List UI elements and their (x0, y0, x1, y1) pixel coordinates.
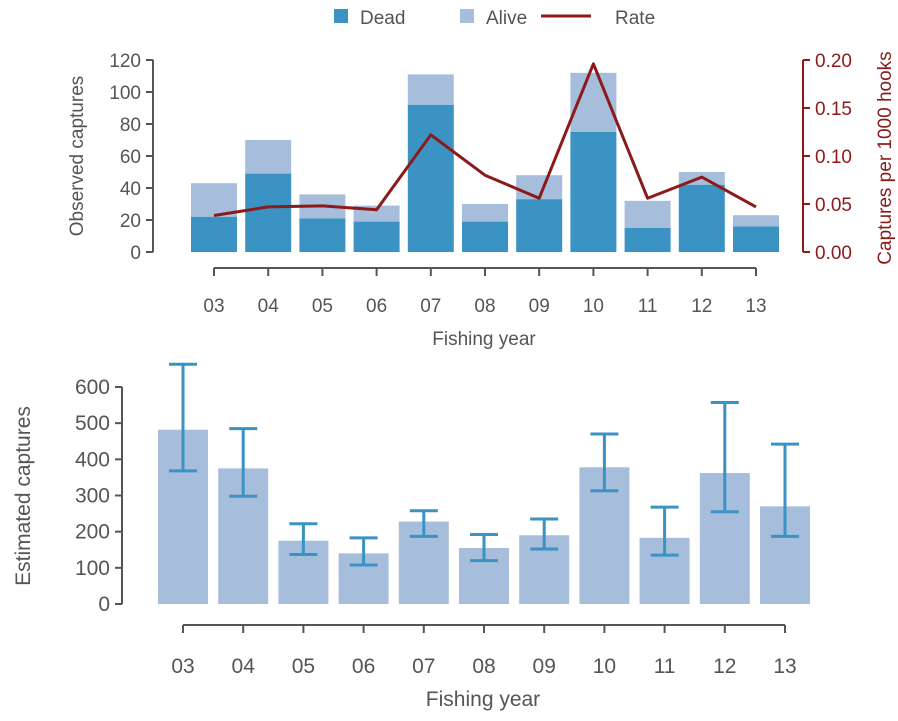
bottom-y-axis-title: Estimated captures (12, 406, 35, 586)
top-y-right-tick-label: 0.15 (815, 99, 852, 120)
top-bar-dead-03 (191, 217, 237, 252)
bottom-x-tick-label: 09 (533, 655, 556, 678)
bottom-chart-bars (158, 430, 810, 604)
top-bar-dead-09 (516, 199, 562, 252)
top-bar-dead-10 (570, 132, 616, 252)
bottom-y-tick-label: 0 (98, 593, 110, 616)
top-bar-dead-08 (462, 222, 508, 252)
top-rate-line (214, 64, 756, 216)
bottom-x-tick-label: 03 (171, 655, 194, 678)
top-x-tick-label: 07 (420, 296, 441, 317)
legend: Dead Alive Rate (334, 8, 655, 29)
top-bar-alive-13 (733, 215, 779, 226)
bottom-y-tick-label: 600 (75, 376, 110, 399)
top-bar-alive-08 (462, 204, 508, 222)
top-y-right-tick-label: 0.20 (815, 51, 852, 72)
top-bar-dead-06 (354, 222, 400, 252)
bottom-x-tick-label: 12 (713, 655, 736, 678)
top-x-tick-label: 08 (474, 296, 495, 317)
bottom-y-tick-label: 200 (75, 521, 110, 544)
top-y-right-tick-label: 0.10 (815, 147, 852, 168)
top-x-tick-label: 06 (366, 296, 387, 317)
top-bar-dead-05 (299, 218, 345, 252)
bottom-y-tick-label: 500 (75, 412, 110, 435)
top-x-tick-label: 04 (258, 296, 280, 317)
top-y-tick-label: 40 (120, 179, 141, 200)
bottom-x-tick-label: 13 (773, 655, 796, 678)
top-y-right-tick-label: 0.05 (815, 195, 852, 216)
bottom-x-tick-label: 04 (232, 655, 256, 678)
top-bar-alive-07 (408, 74, 454, 104)
bottom-x-tick-label: 06 (352, 655, 375, 678)
legend-alive-label: Alive (486, 8, 527, 29)
top-bar-alive-04 (245, 140, 291, 174)
top-bar-dead-07 (408, 105, 454, 252)
bottom-x-axis-title: Fishing year (426, 688, 540, 711)
top-x-tick-label: 09 (529, 296, 550, 317)
top-bar-dead-04 (245, 174, 291, 252)
bottom-x-tick-label: 07 (412, 655, 435, 678)
top-x-tick-label: 11 (638, 296, 658, 317)
top-y-right-axis-title: Captures per 1000 hooks (875, 51, 896, 264)
top-y-axis-title: Observed captures (67, 76, 88, 237)
top-x-tick-label: 13 (745, 296, 766, 317)
bottom-y-tick-label: 400 (75, 448, 110, 471)
top-bar-dead-11 (625, 228, 671, 252)
top-bar-dead-13 (733, 226, 779, 252)
legend-dead-label: Dead (360, 8, 405, 29)
top-bar-alive-11 (625, 201, 671, 228)
top-x-tick-label: 10 (583, 296, 604, 317)
top-y-tick-label: 120 (109, 51, 141, 72)
legend-alive-swatch (460, 9, 474, 23)
bottom-x-tick-label: 08 (472, 655, 495, 678)
bottom-x-tick-label: 10 (593, 655, 616, 678)
top-x-tick-label: 03 (203, 296, 224, 317)
top-x-tick-label: 05 (312, 296, 333, 317)
top-y-right-tick-label: 0.00 (815, 243, 852, 264)
bottom-x-tick-label: 11 (654, 655, 676, 678)
top-bar-dead-12 (679, 185, 725, 252)
top-x-tick-label: 12 (691, 296, 712, 317)
top-y-tick-label: 0 (130, 243, 141, 264)
legend-rate-label: Rate (615, 8, 655, 29)
bottom-x-tick-label: 05 (292, 655, 315, 678)
top-y-tick-label: 20 (120, 211, 141, 232)
bottom-y-tick-label: 300 (75, 485, 110, 508)
top-y-tick-label: 100 (109, 83, 141, 104)
legend-dead-swatch (334, 9, 348, 23)
top-chart-bars (191, 73, 779, 252)
top-y-tick-label: 60 (120, 147, 141, 168)
top-x-axis-title: Fishing year (432, 329, 536, 350)
top-chart-rate-line-group (214, 64, 756, 216)
top-y-tick-label: 80 (120, 115, 141, 136)
bottom-y-tick-label: 100 (75, 557, 110, 580)
